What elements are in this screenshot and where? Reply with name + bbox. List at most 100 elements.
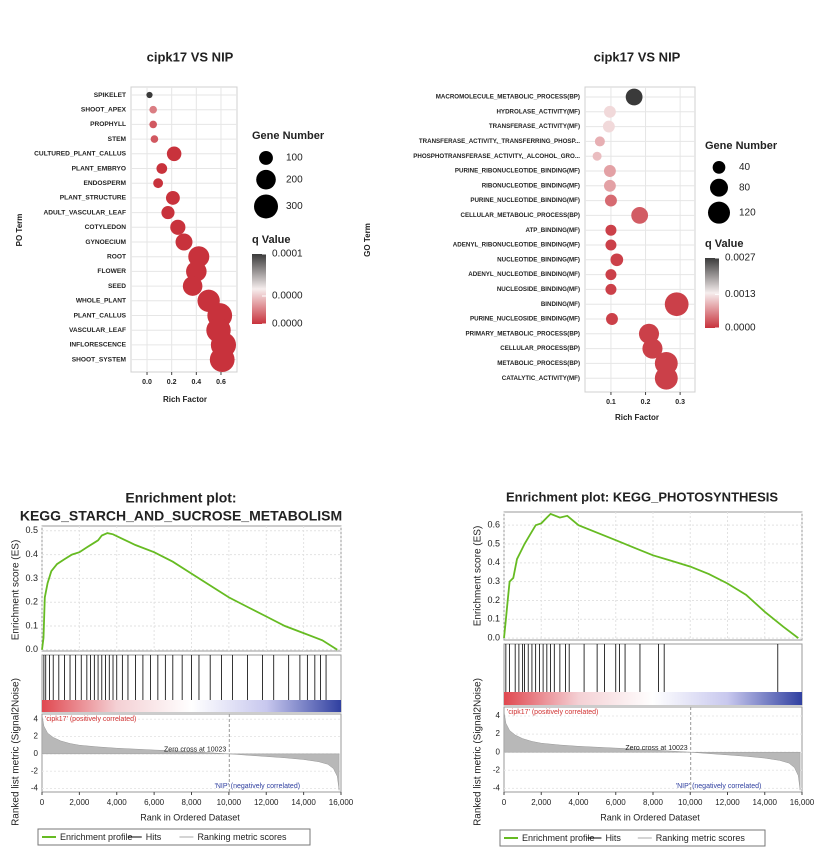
- bubble: [182, 276, 203, 296]
- color-legend-title: q Value: [252, 234, 291, 246]
- y-tick-label: 0.0: [487, 632, 500, 642]
- metric-tick-label: -4: [31, 784, 39, 793]
- bubble: [625, 88, 643, 106]
- y-tick-label: NUCLEOTIDE_BINDING(MF): [497, 256, 580, 263]
- x-tick-label: 10,000: [217, 798, 242, 807]
- y-tick-label: 0.1: [25, 620, 38, 630]
- legend-label: Hits: [605, 833, 621, 843]
- y-tick-label: NUCLEOSIDE_BINDING(MF): [497, 286, 580, 293]
- x-tick-label: 0.1: [606, 399, 616, 406]
- bubble: [606, 313, 618, 325]
- x-tick-label: 12,000: [254, 798, 279, 807]
- y-tick-label: SHOOT_SYSTEM: [72, 356, 127, 363]
- y-axis-label: PO Term: [15, 214, 24, 247]
- es-panel: [41, 525, 342, 652]
- y-tick-label: INFLORESCENCE: [70, 342, 127, 349]
- x-tick-label: 6,000: [606, 798, 627, 807]
- color-bar: [705, 258, 719, 328]
- y-tick-label: 0.6: [487, 520, 500, 530]
- chart-title: cipk17 VS NIP: [147, 49, 234, 64]
- legend-label: Ranking metric scores: [656, 833, 746, 843]
- plot-panel: [584, 86, 696, 393]
- y-tick-label: 0.5: [487, 538, 500, 548]
- legend-label: Ranking metric scores: [197, 832, 287, 842]
- y-tick-label: CATALYTIC_ACTIVITY(MF): [502, 375, 580, 382]
- y-tick-label: PHOSPHOTRANSFERASE_ACTIVITY,_ALCOHOL_GRO…: [413, 153, 580, 160]
- x-tick-label: 8,000: [643, 798, 664, 807]
- bubble: [610, 253, 624, 267]
- y-tick-label: CELLULAR_PROCESS(BP): [500, 345, 580, 352]
- metric-tick-label: -2: [493, 765, 501, 774]
- bubble: [602, 120, 615, 133]
- y-axis-label: Enrichment score (ES): [473, 526, 484, 627]
- metric-tick-label: -2: [31, 766, 39, 775]
- chart-title: cipk17 VS NIP: [594, 49, 681, 64]
- es-line: [503, 512, 799, 639]
- y-tick-label: ADENYL_RIBONUCLEOTIDE_BINDING(MF): [453, 242, 580, 249]
- bubble: [153, 178, 164, 189]
- annotation: 'cipk17' (positively correlated): [45, 716, 136, 723]
- x-tick-label: 14,000: [753, 798, 778, 807]
- bubble: [150, 135, 159, 143]
- annotation: 'NIP' (negatively correlated): [215, 783, 301, 790]
- size-legend-title: Gene Number: [705, 140, 778, 152]
- y-tick-label: ENDOSPERM: [84, 180, 127, 187]
- y-tick-label: 0.1: [487, 614, 500, 624]
- rank-color-bar: [504, 692, 802, 705]
- legend-box: [499, 829, 766, 847]
- y-axis-label: Enrichment score (ES): [11, 540, 22, 641]
- metric-area: [503, 711, 801, 791]
- y-tick-label: ADULT_VASCULAR_LEAF: [43, 209, 126, 216]
- bubble: [605, 239, 617, 251]
- metric-tick-label: 2: [496, 729, 501, 738]
- y-tick-label: CULTURED_PLANT_CALLUS: [34, 151, 126, 158]
- size-legend-label: 80: [739, 182, 751, 193]
- y-tick-label: PRIMARY_METABOLIC_PROCESS(BP): [466, 330, 580, 337]
- size-legend-label: 300: [286, 201, 303, 212]
- y-axis-label: GO Term: [363, 223, 372, 257]
- rank-color-bar: [42, 700, 341, 712]
- color-tick-label: 0.0013: [725, 289, 756, 300]
- es-line: [41, 532, 338, 651]
- x-tick-label: 16,000: [329, 798, 354, 807]
- y-tick-label: ATP_BINDING(MF): [525, 227, 580, 234]
- y-tick-label: RIBONUCLEOTIDE_BINDING(MF): [482, 182, 580, 189]
- bubble: [642, 338, 663, 359]
- y-tick-label: PLANT_STRUCTURE: [60, 195, 127, 202]
- y-tick-label: METABOLIC_PROCESS(BP): [497, 360, 580, 367]
- x-tick-label: 14,000: [291, 798, 316, 807]
- metric-tick-label: 0: [34, 749, 39, 758]
- bubble: [592, 151, 602, 161]
- y-tick-label: ADENYL_NUCLEOTIDE_BINDING(MF): [468, 271, 580, 278]
- y-tick-label: GYNOECIUM: [85, 239, 126, 246]
- y-tick-label: VASCULAR_LEAF: [69, 327, 126, 334]
- y-tick-label: SPIKELET: [94, 92, 126, 99]
- y-tick-label: FLOWER: [97, 268, 126, 275]
- size-legend-title: Gene Number: [252, 130, 325, 142]
- color-tick-label: 0.0000: [272, 291, 303, 302]
- size-legend-mark: [708, 201, 730, 224]
- color-tick-label: 0.0027: [725, 253, 756, 264]
- y-tick-label: 0.2: [487, 595, 500, 605]
- x-tick-label: 4,000: [568, 798, 589, 807]
- x-tick-label: 0: [40, 798, 45, 807]
- bubble: [605, 224, 617, 236]
- size-legend-label: 40: [739, 162, 751, 173]
- chart-title: Enrichment plot:: [125, 490, 236, 506]
- legend-label: Enrichment profile: [522, 833, 595, 843]
- x-tick-label: 0.2: [641, 399, 651, 406]
- color-legend-title: q Value: [705, 238, 744, 250]
- metric-area: [41, 714, 340, 791]
- x-tick-label: 2,000: [531, 798, 552, 807]
- bubble: [603, 105, 616, 118]
- legend-label: Enrichment profile: [60, 832, 133, 842]
- bubble: [170, 219, 186, 235]
- metric-axis-label: Ranked list metric (Signal2Noise): [11, 678, 22, 826]
- y-tick-label: WHOLE_PLANT: [76, 298, 126, 305]
- metric-tick-label: -4: [493, 783, 501, 792]
- metric-tick-label: 4: [496, 711, 501, 720]
- y-tick-label: ROOT: [107, 253, 126, 260]
- annotation: 'cipk17' (positively correlated): [507, 709, 598, 716]
- bubble: [603, 179, 616, 192]
- x-tick-label: 10,000: [678, 798, 703, 807]
